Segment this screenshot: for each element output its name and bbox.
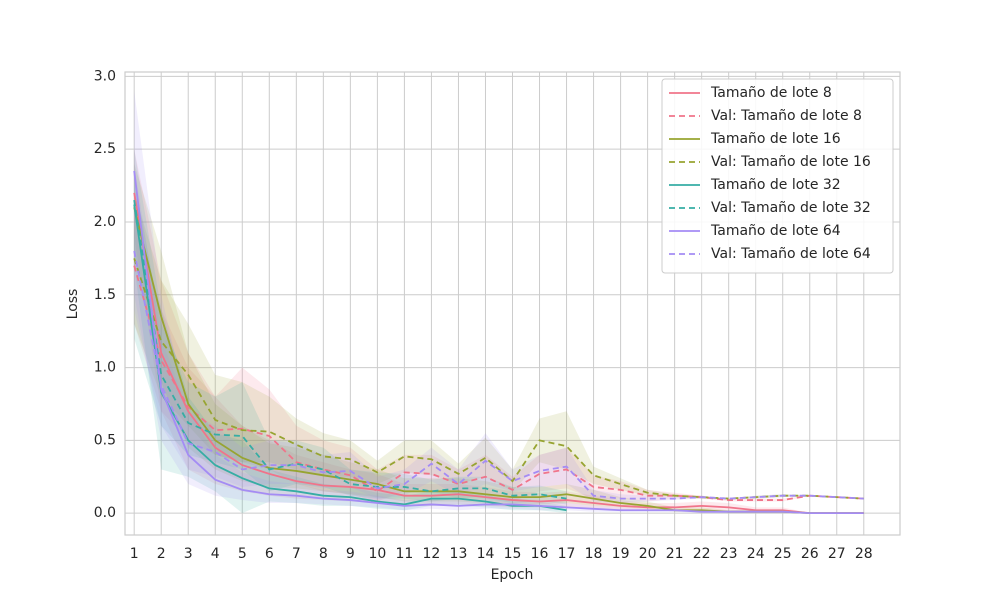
legend-label: Val: Tamaño de lote 16	[711, 154, 871, 170]
x-tick-label: 13	[450, 546, 468, 562]
legend-label: Val: Tamaño de lote 8	[711, 108, 862, 124]
series-line	[133, 258, 864, 500]
grid	[125, 72, 900, 535]
x-tick-label: 6	[265, 546, 274, 562]
series-line	[133, 204, 567, 512]
x-tick-label: 15	[504, 546, 522, 562]
x-tick-label: 3	[184, 546, 193, 562]
x-tick-label: 24	[747, 546, 765, 562]
x-tick-label: 28	[855, 546, 873, 562]
y-tick-label: 0.0	[94, 505, 116, 521]
x-tick-label: 25	[774, 546, 792, 562]
x-axis-label: Epoch	[491, 567, 534, 583]
confidence-band	[134, 178, 567, 505]
x-tick-label: 12	[423, 546, 441, 562]
x-tick-label: 5	[238, 546, 247, 562]
confidence-band	[134, 90, 864, 514]
series-line	[133, 170, 864, 515]
x-tick-label: 17	[558, 546, 576, 562]
y-tick-label: 1.0	[94, 360, 116, 376]
y-tick-label: 2.5	[94, 141, 116, 157]
x-tick-label: 26	[801, 546, 819, 562]
y-tick-label: 2.0	[94, 214, 116, 230]
plot-frame	[124, 71, 901, 536]
x-tick-label: 19	[612, 546, 630, 562]
ticks: 0.00.51.01.52.02.53.01 2 3 4 5 6 7 8 9 10 11 12 13 14…	[94, 68, 873, 562]
x-tick-label: 8	[319, 546, 328, 562]
lines	[133, 170, 864, 515]
x-tick-label: 14	[477, 546, 495, 562]
series-line	[133, 199, 567, 500]
y-axis-label: Loss	[65, 289, 81, 320]
confidence-band	[134, 149, 864, 514]
series-line	[133, 192, 864, 515]
y-tick-label: 0.5	[94, 432, 116, 448]
legend-box	[661, 78, 894, 274]
confidence-band	[134, 163, 864, 503]
legend-label: Val: Tamaño de lote 32	[711, 200, 871, 216]
series-line	[133, 250, 864, 500]
x-tick-label: 4	[211, 546, 220, 562]
x-tick-label: 18	[585, 546, 603, 562]
bands	[134, 90, 864, 514]
series-line	[133, 265, 864, 501]
x-tick-label: 20	[639, 546, 657, 562]
x-tick-label: 22	[693, 546, 711, 562]
y-tick-label: 3.0	[94, 68, 116, 84]
x-tick-label: 9	[346, 546, 355, 562]
x-tick-label: 10	[368, 546, 386, 562]
x-tick-label: 1	[130, 546, 139, 562]
x-tick-label: 2	[157, 546, 166, 562]
x-tick-label: 16	[531, 546, 549, 562]
x-tick-label: 11	[395, 546, 413, 562]
y-tick-label: 1.5	[94, 287, 116, 303]
x-tick-label: 7	[292, 546, 301, 562]
x-tick-label: 27	[828, 546, 846, 562]
legend-label: Val: Tamaño de lote 64	[711, 246, 871, 262]
legend-label: Tamaño de lote 8	[710, 85, 832, 101]
legend: Tamaño de lote 8 Val: Tamaño de lote 8 Tam…	[661, 78, 894, 274]
legend-label: Tamaño de lote 64	[710, 223, 841, 239]
legend-label: Tamaño de lote 16	[710, 131, 841, 147]
legend-label: Tamaño de lote 32	[710, 177, 841, 193]
x-tick-label: 23	[720, 546, 738, 562]
x-tick-label: 21	[666, 546, 684, 562]
